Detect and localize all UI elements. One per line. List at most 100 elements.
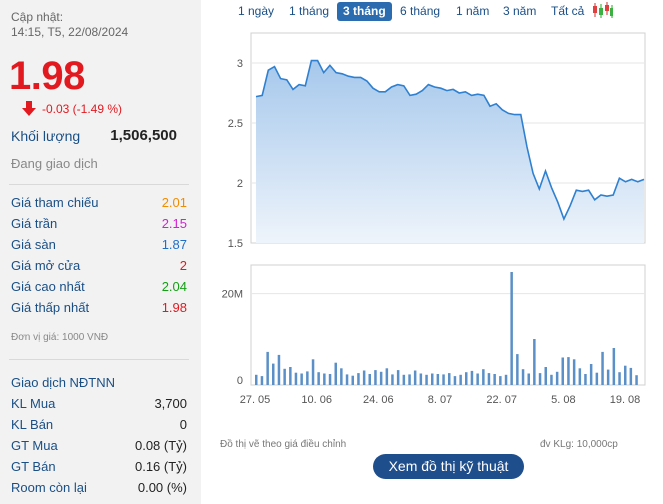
stat-label: Giá cao nhất: [11, 279, 85, 294]
stat-label: Giá thấp nhất: [11, 300, 90, 315]
volume-tick-label: 0: [237, 375, 243, 387]
volume-bar: [578, 368, 582, 385]
update-time: 14:15, T5, 22/08/2024: [11, 25, 129, 39]
volume-bar: [572, 359, 576, 385]
volume-bar: [584, 374, 587, 385]
tab-3-years[interactable]: 3 năm: [503, 4, 537, 18]
volume-bar: [476, 373, 479, 385]
volume-bar: [362, 370, 366, 385]
tab-1-year[interactable]: 1 năm: [456, 4, 490, 18]
volume-bar: [402, 374, 406, 385]
stat-row-low: Giá thấp nhất 1.98: [11, 300, 187, 318]
volume-bar: [374, 370, 377, 385]
price-tick-label: 2.5: [228, 118, 243, 130]
foreign-value: 0.16 (Tỷ): [134, 459, 187, 474]
volume-label: Khối lượng: [11, 128, 81, 144]
volume-bar: [391, 374, 394, 385]
volume-bar: [413, 370, 417, 385]
volume-bar: [294, 372, 298, 385]
volume-bar: [357, 373, 360, 385]
foreign-value: 0: [179, 417, 187, 432]
volume-bar: [601, 351, 604, 385]
stat-value: 2.15: [161, 216, 187, 231]
volume-bar: [555, 371, 559, 385]
volume-value: 1,506,500: [110, 127, 177, 144]
stat-row-high: Giá cao nhất 2.04: [11, 279, 187, 297]
volume-bar: [306, 371, 309, 385]
tab-3-months[interactable]: 3 tháng: [337, 2, 392, 21]
volume-bar: [385, 368, 389, 385]
x-tick-label: 27. 05: [240, 394, 271, 406]
volume-bar: [624, 365, 627, 385]
tab-6-months[interactable]: 6 tháng: [400, 4, 441, 18]
stat-value: 2: [179, 258, 187, 273]
foreign-row-room: Room còn lại 0.00 (%): [11, 480, 187, 498]
stat-label: Giá mở cửa: [11, 258, 81, 273]
volume-bar: [317, 372, 320, 385]
volume-bar: [504, 374, 508, 385]
volume-bar: [561, 357, 564, 385]
adjusted-price-note: Đồ thị vẽ theo giá điều chỉnh: [220, 439, 347, 450]
volume-bar: [351, 375, 354, 385]
x-tick-label: 22. 07: [486, 394, 517, 406]
volume-bar: [340, 368, 343, 385]
price-line: [255, 59, 645, 222]
technical-chart-button[interactable]: Xem đồ thị kỹ thuật: [373, 454, 524, 479]
x-tick-label: 10. 06: [301, 394, 332, 406]
volume-bar: [629, 367, 633, 385]
volume-bar: [266, 351, 269, 385]
volume-bar: [396, 370, 400, 385]
volume-bar: [618, 372, 621, 385]
volume-bar: [482, 369, 485, 385]
price-change: -0.03 (-1.49 %): [42, 102, 123, 116]
volume-bar: [436, 374, 440, 385]
tab-1-month[interactable]: 1 tháng: [289, 4, 330, 18]
volume-bar: [379, 371, 383, 385]
trading-status: Đang giao dịch: [11, 156, 98, 171]
foreign-row-sell-value: GT Bán 0.16 (Tỷ): [11, 459, 187, 477]
volume-bar: [527, 373, 530, 385]
volume-bar: [521, 369, 525, 385]
volume-bar: [419, 373, 423, 385]
x-tick-label: 24. 06: [363, 394, 394, 406]
volume-bar: [612, 348, 616, 385]
volume-bar: [465, 372, 468, 385]
volume-bar: [260, 376, 264, 385]
candlestick-icon[interactable]: [592, 2, 614, 19]
stat-label: Giá trần: [11, 216, 58, 231]
volume-tick-label: 20M: [222, 289, 243, 301]
volume-bar: [323, 373, 326, 385]
unit-note: Đơn vị giá: 1000 VNĐ: [11, 332, 109, 343]
volume-bar: [516, 354, 519, 385]
foreign-label: Room còn lại: [11, 480, 87, 495]
quote-panel: Cập nhật: 14:15, T5, 22/08/2024 1.98 -0.…: [0, 0, 201, 504]
x-tick-label: 19. 08: [610, 394, 641, 406]
tab-all[interactable]: Tất cả: [551, 4, 585, 18]
volume-bar: [431, 373, 434, 385]
arrow-down-icon: [22, 101, 36, 116]
volume-bar: [368, 374, 371, 385]
volume-bar: [283, 368, 286, 385]
tab-1-day[interactable]: 1 ngày: [238, 4, 275, 18]
foreign-label: GT Mua: [11, 438, 58, 453]
foreign-value: 3,700: [154, 396, 187, 411]
divider: [9, 184, 189, 185]
foreign-label: KL Bán: [11, 417, 54, 432]
volume-bar: [533, 339, 536, 385]
price-tick-label: 3: [237, 58, 243, 70]
divider: [9, 359, 189, 360]
x-tick-label: 8. 07: [428, 394, 452, 406]
price-tick-label: 1.5: [228, 238, 243, 250]
last-price: 1.98: [9, 54, 85, 98]
foreign-row-buy-volume: KL Mua 3,700: [11, 396, 187, 414]
volume-bar: [493, 374, 496, 385]
volume-bar: [538, 373, 542, 385]
volume-bar: [277, 354, 281, 385]
volume-bar: [289, 367, 292, 385]
foreign-value: 0.08 (Tỷ): [134, 438, 187, 453]
price-tick-label: 2: [237, 178, 243, 190]
volume-bar: [470, 370, 474, 385]
stat-label: Giá tham chiếu: [11, 195, 99, 210]
volume-bar: [606, 369, 610, 385]
volume-bar: [589, 364, 593, 385]
